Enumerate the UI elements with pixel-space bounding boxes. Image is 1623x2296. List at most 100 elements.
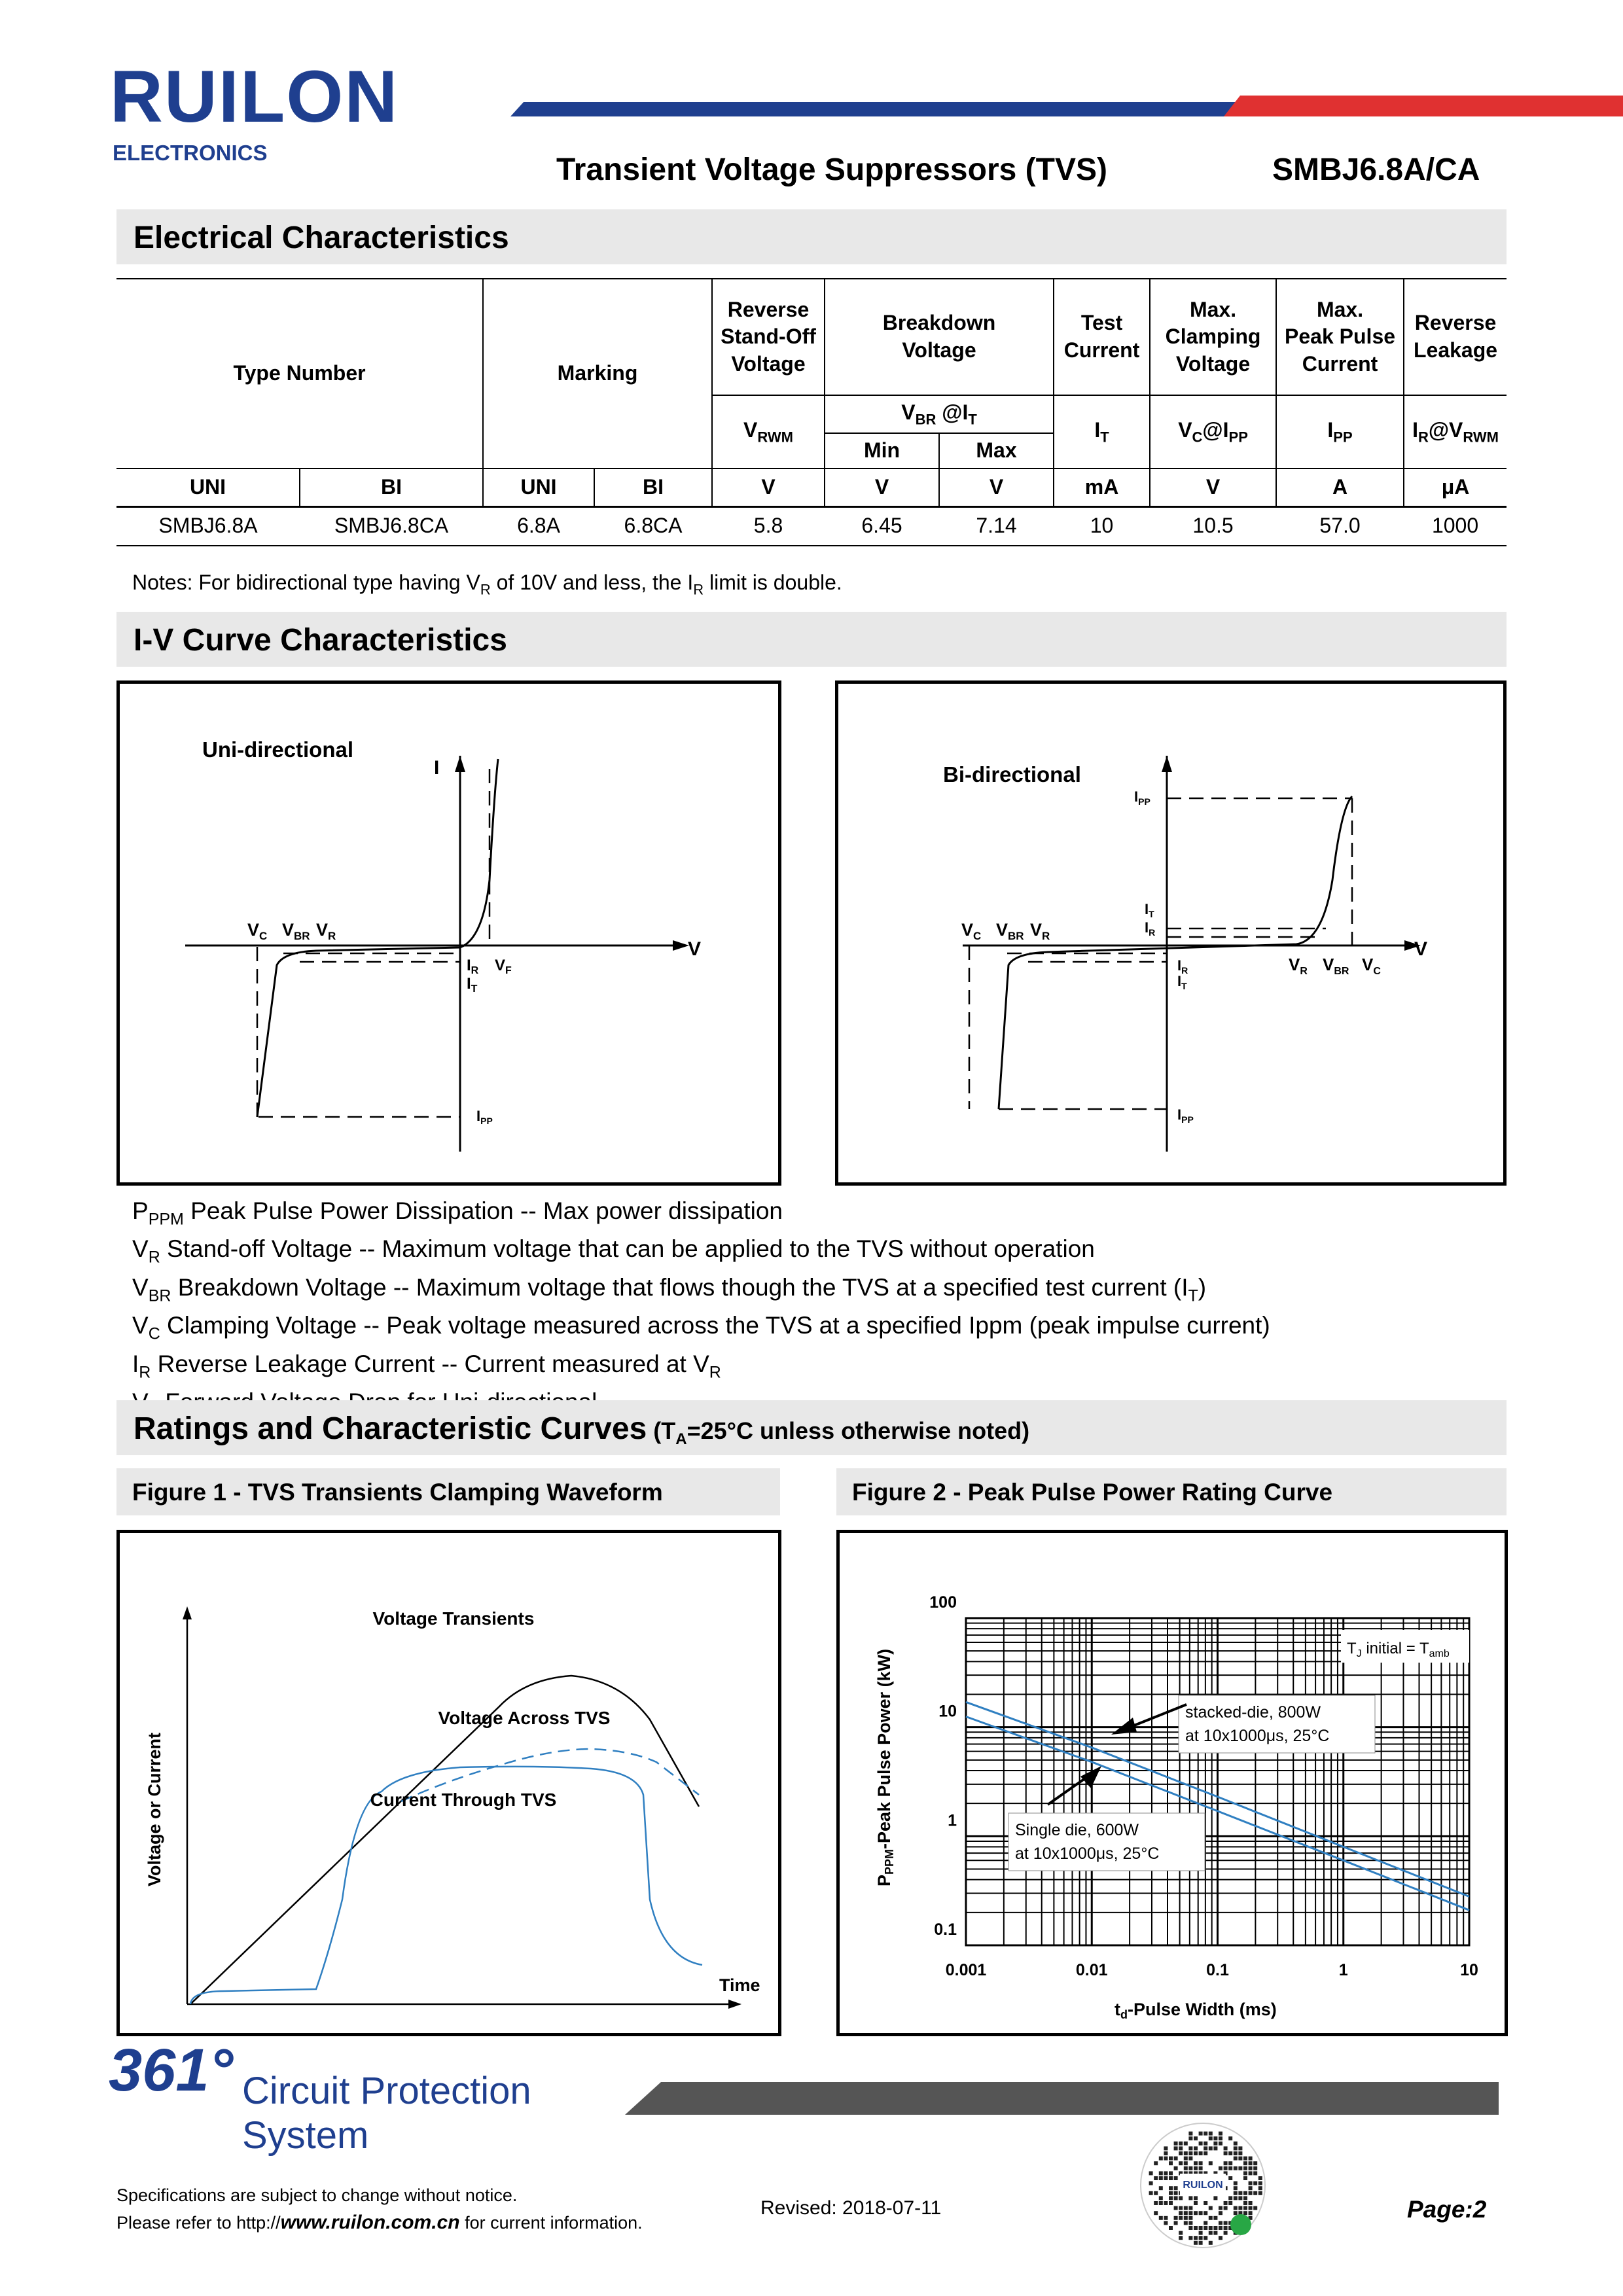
label-voltage-across: Voltage Across TVS	[438, 1708, 611, 1728]
type-number-header: Type Number	[116, 278, 484, 468]
ir-symbol: IR@VRWM	[1403, 395, 1507, 468]
iv-bi-title: Bi-directional	[943, 762, 1081, 786]
svg-text:IT: IT	[467, 975, 478, 995]
svg-text:at 10x1000μs, 25°C: at 10x1000μs, 25°C	[1015, 1845, 1159, 1863]
section-iv: I-V Curve Characteristics	[116, 612, 1507, 667]
svg-text:stacked-die, 800W: stacked-die, 800W	[1185, 1703, 1321, 1722]
iv-bi-panel: Bi-directional V IPP IT IR VC VBR VR IR …	[835, 680, 1507, 1186]
company-logo: RUILON	[110, 56, 399, 137]
page-number: Page:2	[1407, 2196, 1487, 2223]
svg-text:VC: VC	[961, 920, 981, 942]
marking-header: Marking	[482, 278, 713, 468]
revised-date: Revised: 2018-07-11	[760, 2197, 942, 2219]
svg-text:I: I	[434, 757, 439, 779]
max-header: Max	[938, 433, 1054, 468]
x-tick-label: 1	[1339, 1961, 1348, 1979]
svg-text:VBR: VBR	[282, 920, 310, 942]
iv-uni-panel: Uni-directional I V VC VBR VR IR VF IT I…	[116, 680, 781, 1186]
figure2-xlabel: td-Pulse Width (ms)	[1115, 2000, 1277, 2021]
figure2-title: Figure 2 - Peak Pulse Power Rating Curve	[852, 1479, 1333, 1506]
x-tick-label: 10	[1460, 1961, 1478, 1979]
figure1-ylabel: Voltage or Current	[145, 1733, 164, 1886]
section-title: Ratings and Characteristic Curves (TA=25…	[134, 1411, 1030, 1449]
svg-text:IR: IR	[467, 957, 479, 976]
min-header: Min	[824, 433, 940, 468]
svg-text:VC: VC	[1362, 955, 1381, 977]
definition-line: VBR Breakdown Voltage -- Maximum voltage…	[132, 1273, 1207, 1305]
electrical-table: Type Number Marking Reverse Stand-Off Volt…	[116, 278, 1507, 546]
qr-code-icon: RUILON	[1140, 2123, 1266, 2248]
figure2-legend	[1341, 1630, 1469, 1663]
vbr-symbol: VBR @IT	[824, 395, 1054, 434]
svg-text:RUILON: RUILON	[1183, 2180, 1222, 2191]
x-tick-label: 0.001	[946, 1961, 987, 1979]
svg-text:VR: VR	[316, 920, 336, 942]
figure1-panel: Voltage or Current Time Voltage Transien…	[116, 1530, 781, 2036]
vrwm-symbol: VRWM	[711, 395, 825, 468]
annotation-single-die	[1008, 1812, 1205, 1871]
series-line-2	[965, 1716, 1470, 1911]
svg-text:IPP: IPP	[1134, 788, 1150, 807]
y-tick-label: 1	[948, 1811, 957, 1829]
svg-text:IPP: IPP	[1177, 1106, 1194, 1125]
svg-text:IR: IR	[1177, 957, 1188, 976]
figure2-panel: 0.001 0.01 0.1 1 10 0.1 1 10 100 PPPM-Peak Pulse…	[836, 1530, 1508, 2036]
svg-text:VBR: VBR	[1323, 955, 1349, 977]
page-title: Transient Voltage Suppressors (TVS)	[556, 152, 1107, 187]
table-row: SMBJ6.8A SMBJ6.8CA 6.8A 6.8CA 5.8 6.45 7…	[116, 506, 1507, 546]
svg-text:VF: VF	[495, 957, 512, 976]
figure1-title-bar: Figure 1 - TVS Transients Clamping Wavef…	[116, 1468, 780, 1515]
section-electrical: Electrical Characteristics	[116, 209, 1507, 264]
iv-bi-diagram: Bi-directional V IPP IT IR VC VBR VR IR …	[943, 756, 1427, 1152]
table-notes: Notes: For bidirectional type having VR …	[132, 571, 842, 598]
figure2-ylabel: PPPM-Peak Pulse Power (kW)	[874, 1649, 896, 1886]
iv-uni-title: Uni-directional	[202, 737, 353, 762]
plot-frame	[965, 1617, 1471, 1947]
svg-text:VBR: VBR	[996, 920, 1024, 942]
figure1-xlabel: Time	[719, 1975, 760, 1995]
x-tick-label: 0.01	[1076, 1961, 1108, 1979]
y-tick-label: 100	[929, 1593, 957, 1612]
footer-spec: Specifications are subject to change wit…	[116, 2185, 643, 2233]
svg-text:VR: VR	[1289, 955, 1308, 977]
svg-text:IPP: IPP	[476, 1108, 493, 1126]
ipp-header: Max. Peak Pulse Current	[1275, 278, 1404, 396]
x-tick-label: 0.1	[1206, 1961, 1229, 1979]
label-current-through: Current Through TVS	[370, 1790, 557, 1810]
series-line-1	[965, 1701, 1470, 1898]
definition-line: VR Stand-off Voltage -- Maximum voltage …	[132, 1235, 1095, 1267]
vc-symbol: VC@IPP	[1149, 395, 1277, 468]
website-link[interactable]: www.ruilon.com.cn	[280, 2212, 460, 2233]
header-stripe	[510, 96, 1623, 116]
iv-definitions: PPPM Peak Pulse Power Dissipation -- Max…	[132, 1196, 1270, 1425]
vrwm-header: Reverse Stand-Off Voltage	[711, 278, 825, 396]
definition-line: IR Reverse Leakage Current -- Current me…	[132, 1350, 721, 1381]
ir-header: Reverse Leakage	[1403, 278, 1507, 396]
svg-text:IR: IR	[1145, 919, 1155, 938]
figure1-waveform: Voltage or Current Time Voltage Transien…	[145, 1606, 760, 2009]
svg-text:Single die, 600W: Single die, 600W	[1015, 1821, 1139, 1839]
svg-text:at 10x1000μs, 25°C: at 10x1000μs, 25°C	[1185, 1727, 1329, 1745]
footer-stripe	[625, 2082, 1499, 2115]
units-row: UNI BI UNI BI V V V mA V A μA	[116, 468, 1507, 508]
part-number: SMBJ6.8A/CA	[1272, 152, 1480, 187]
figure2-legend-text: TJ initial = Tamb	[1347, 1640, 1450, 1659]
svg-text:V: V	[688, 938, 701, 960]
figure2-title-bar: Figure 2 - Peak Pulse Power Rating Curve	[836, 1468, 1507, 1515]
vc-header: Max. Clamping Voltage	[1149, 278, 1277, 396]
svg-text:VC: VC	[247, 920, 267, 942]
figure1-title: Figure 1 - TVS Transients Clamping Wavef…	[132, 1479, 663, 1506]
definition-line: VC Clamping Voltage -- Peak voltage meas…	[132, 1312, 1270, 1343]
definition-line: PPPM Peak Pulse Power Dissipation -- Max…	[132, 1197, 783, 1229]
y-tick-label: 10	[938, 1703, 957, 1721]
it-header: Test Current	[1053, 278, 1150, 396]
it-symbol: IT	[1053, 395, 1150, 468]
svg-text:IT: IT	[1145, 901, 1154, 919]
figure2-chart: 0.001 0.01 0.1 1 10 0.1 1 10 100 PPPM-Peak Pulse…	[874, 1593, 1478, 2021]
y-tick-label: 0.1	[934, 1920, 957, 1939]
svg-text:IT: IT	[1177, 973, 1187, 991]
iv-uni-diagram: Uni-directional I V VC VBR VR IR VF IT I…	[185, 737, 701, 1152]
svg-text:VR: VR	[1030, 920, 1050, 942]
company-logo-sub: ELECTRONICS	[113, 141, 268, 165]
svg-text:V: V	[1414, 938, 1427, 960]
